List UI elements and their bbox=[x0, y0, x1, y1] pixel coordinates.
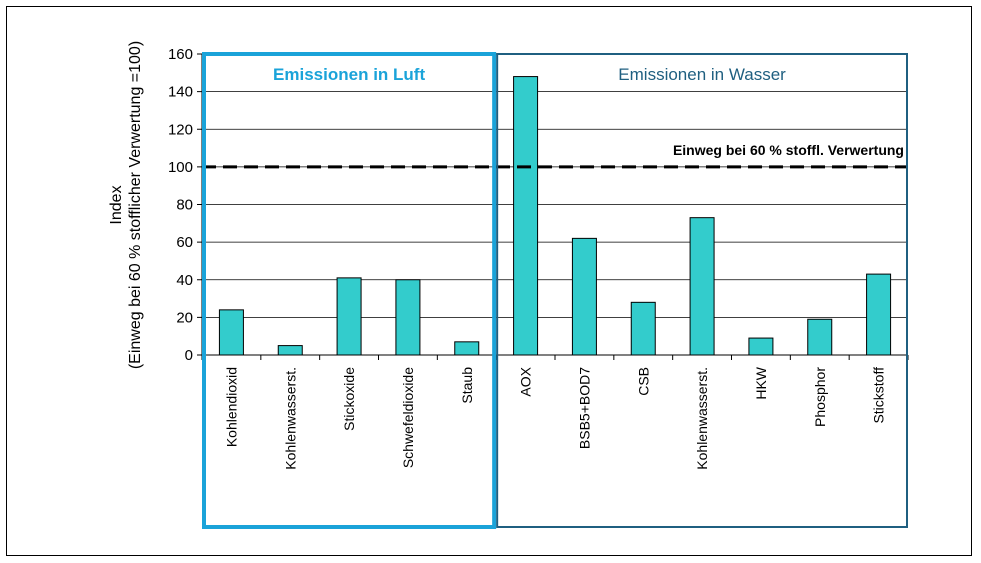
axis-layer: 0 20 40 60 80 100 120 140 160 Kohlendioxid Kohlenw… bbox=[168, 46, 909, 470]
bar bbox=[630, 301, 656, 356]
x-category-label: Stickstoff bbox=[871, 367, 887, 424]
bar bbox=[689, 217, 715, 356]
y-tick-label: 20 bbox=[176, 309, 193, 326]
y-axis-label-line1: Index bbox=[108, 185, 125, 224]
x-category-label: Stickoxide bbox=[341, 367, 357, 431]
group-box bbox=[496, 53, 908, 528]
bar bbox=[513, 76, 539, 356]
x-category-label: Phosphor bbox=[812, 367, 828, 427]
bars-layer bbox=[218, 76, 892, 356]
x-category-label: HKW bbox=[753, 366, 769, 399]
bar bbox=[336, 277, 362, 356]
y-tick-label: 40 bbox=[176, 272, 193, 289]
group-label: Emissionen in Wasser bbox=[618, 65, 786, 84]
bar bbox=[866, 273, 892, 356]
y-tick-label: 0 bbox=[185, 347, 193, 364]
y-axis-label-line2: (Einweg bei 60 % stofflicher Verwertung … bbox=[127, 41, 144, 369]
reference-line-label: Einweg bei 60 % stoffl. Verwertung bbox=[673, 142, 904, 158]
x-category-label: CSB bbox=[635, 367, 651, 396]
x-category-label: BSB5+BOD7 bbox=[576, 367, 592, 449]
bar bbox=[454, 341, 480, 356]
x-category-label: Staub bbox=[459, 367, 475, 404]
bar bbox=[395, 279, 421, 356]
x-category-label: Kohlendioxid bbox=[223, 367, 239, 447]
y-tick-label: 160 bbox=[168, 46, 193, 63]
bar bbox=[807, 318, 833, 356]
group-label: Emissionen in Luft bbox=[273, 65, 425, 84]
y-tick-label: 120 bbox=[168, 121, 193, 138]
y-tick-label: 100 bbox=[168, 159, 193, 176]
bar bbox=[277, 345, 303, 356]
y-tick-label: 140 bbox=[168, 84, 193, 101]
bar bbox=[748, 337, 774, 356]
x-category-label: Kohlenwasserst. bbox=[694, 367, 710, 470]
group-layer: Einweg bei 60 % stoffl. Verwertung Emissi… bbox=[202, 52, 908, 529]
bar bbox=[571, 237, 597, 356]
y-tick-label: 60 bbox=[176, 234, 193, 251]
x-category-label: AOX bbox=[518, 366, 534, 396]
x-category-label: Schwefeldioxide bbox=[400, 367, 416, 468]
grid-layer bbox=[202, 53, 908, 318]
group-box bbox=[202, 52, 497, 529]
y-tick-label: 80 bbox=[176, 197, 193, 214]
bar bbox=[218, 309, 244, 356]
chart-frame bbox=[6, 6, 972, 556]
x-category-label: Kohlenwasserst. bbox=[282, 367, 298, 470]
